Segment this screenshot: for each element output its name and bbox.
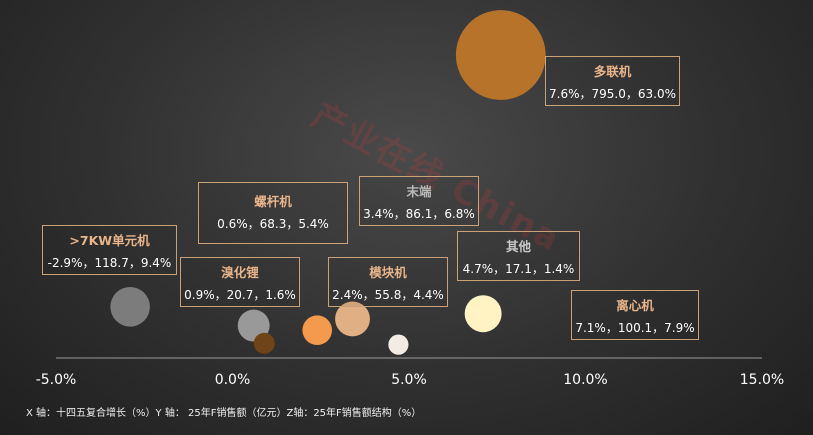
x-tick-label: 10.0%	[563, 372, 608, 388]
bubble-point	[302, 315, 333, 346]
bubble-point	[388, 334, 409, 355]
data-label-values: 0.6%，68.3，5.4%	[217, 217, 329, 231]
data-label-box: 离心机 7.1%，100.1，7.9%	[571, 290, 699, 340]
bubble-point	[455, 10, 546, 100]
data-label-name: 末端	[406, 184, 432, 199]
data-label-name: 多联机	[593, 64, 632, 79]
data-label-values: 4.7%，17.1，1.4%	[462, 262, 575, 276]
data-label-box: 末端 3.4%，86.1，6.8%	[359, 176, 479, 226]
data-label-box: 其他 4.7%，17.1，1.4%	[457, 231, 580, 281]
data-label-values: 0.9%，20.7，1.6%	[184, 288, 296, 302]
data-label-name: 溴化锂	[221, 265, 259, 280]
x-tick-label: 15.0%	[739, 372, 785, 388]
data-label-values: 3.4%，86.1，6.8%	[363, 207, 475, 221]
data-label-values: -2.9%，118.7，9.4%	[47, 256, 172, 270]
x-tick-label: 0.0%	[214, 372, 251, 388]
data-label-box: 螺杆机 0.6%，68.3，5.4%	[198, 182, 348, 244]
bubble-point	[253, 332, 275, 354]
data-label-name: 螺杆机	[254, 194, 292, 209]
data-label-box: >7KW单元机 -2.9%，118.7，9.4%	[42, 225, 177, 275]
data-label-values: 7.6%，795.0，63.0%	[549, 87, 676, 101]
data-label-box: 溴化锂 0.9%，20.7，1.6%	[180, 257, 300, 307]
bubble-point	[110, 287, 150, 327]
bubbles-group	[110, 10, 546, 355]
data-label-name: 其他	[505, 239, 531, 254]
data-label-values: 7.1%，100.1，7.9%	[575, 321, 695, 335]
x-tick-label: -5.0%	[35, 372, 77, 388]
bubble-point	[335, 301, 370, 337]
data-label-name: >7KW单元机	[69, 233, 150, 248]
bubble-point	[464, 295, 502, 333]
axis-footnote: X 轴：十四五复合增长（%）Y 轴： 25年F销售额（亿元）Z轴：25年F销售额…	[26, 408, 422, 419]
data-label-name: 离心机	[616, 298, 654, 313]
data-label-box: 模块机 2.4%，55.8，4.4%	[328, 257, 448, 307]
data-label-values: 2.4%，55.8，4.4%	[332, 288, 444, 302]
x-tick-label: 5.0%	[391, 372, 427, 388]
data-label-box: 多联机 7.6%，795.0，63.0%	[545, 56, 680, 106]
data-label-name: 模块机	[369, 265, 407, 280]
